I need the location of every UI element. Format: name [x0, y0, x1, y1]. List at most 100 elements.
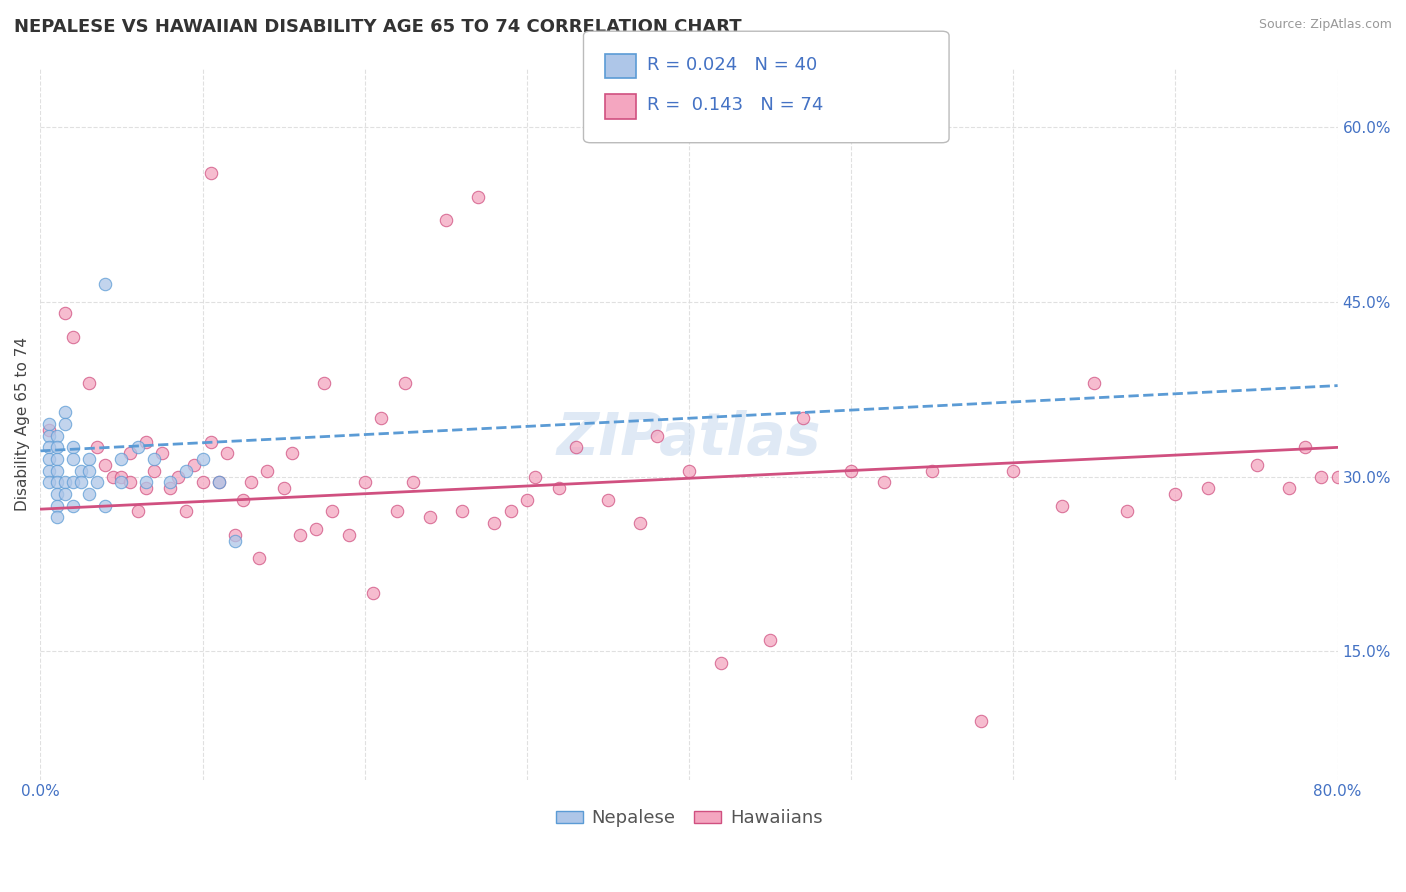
Point	[191, 475, 214, 490]
Point	[45, 475, 67, 490]
Point	[467, 190, 489, 204]
Point	[1164, 487, 1187, 501]
Point	[434, 213, 457, 227]
Point	[394, 376, 416, 391]
Point	[53, 405, 76, 419]
Point	[118, 446, 141, 460]
Point	[224, 533, 246, 548]
Point	[77, 464, 100, 478]
Point	[1050, 499, 1073, 513]
Point	[678, 464, 700, 478]
Point	[1083, 376, 1105, 391]
Point	[224, 528, 246, 542]
Point	[110, 469, 132, 483]
Point	[419, 510, 441, 524]
Point	[77, 376, 100, 391]
Point	[118, 475, 141, 490]
Point	[385, 504, 408, 518]
Point	[645, 428, 668, 442]
Point	[596, 492, 619, 507]
Point	[53, 306, 76, 320]
Point	[135, 434, 157, 449]
Point	[110, 475, 132, 490]
Point	[142, 464, 165, 478]
Point	[176, 464, 198, 478]
Point	[564, 441, 586, 455]
Point	[45, 452, 67, 467]
Point	[1002, 464, 1025, 478]
Point	[38, 417, 60, 431]
Point	[38, 452, 60, 467]
Point	[839, 464, 862, 478]
Point	[127, 441, 149, 455]
Point	[86, 475, 108, 490]
Point	[176, 504, 198, 518]
Point	[62, 499, 84, 513]
Point	[45, 464, 67, 478]
Text: R =  0.143   N = 74: R = 0.143 N = 74	[647, 96, 823, 114]
Point	[402, 475, 425, 490]
Point	[150, 446, 173, 460]
Point	[200, 166, 222, 180]
Point	[77, 487, 100, 501]
Point	[1310, 469, 1333, 483]
Point	[53, 475, 76, 490]
Point	[281, 446, 304, 460]
Point	[921, 464, 943, 478]
Point	[142, 452, 165, 467]
Point	[370, 411, 392, 425]
Point	[110, 452, 132, 467]
Point	[353, 475, 375, 490]
Point	[135, 481, 157, 495]
Legend: Nepalese, Hawaiians: Nepalese, Hawaiians	[548, 802, 830, 835]
Point	[86, 441, 108, 455]
Point	[215, 446, 238, 460]
Point	[361, 586, 384, 600]
Point	[256, 464, 278, 478]
Point	[70, 464, 93, 478]
Point	[232, 492, 254, 507]
Point	[1246, 458, 1268, 472]
Point	[516, 492, 538, 507]
Point	[94, 277, 117, 292]
Point	[208, 475, 231, 490]
Point	[314, 376, 336, 391]
Point	[45, 428, 67, 442]
Point	[167, 469, 190, 483]
Point	[45, 487, 67, 501]
Point	[288, 528, 311, 542]
Point	[62, 441, 84, 455]
Point	[38, 475, 60, 490]
Point	[77, 452, 100, 467]
Point	[38, 464, 60, 478]
Point	[53, 487, 76, 501]
Point	[451, 504, 474, 518]
Point	[45, 441, 67, 455]
Point	[62, 475, 84, 490]
Point	[38, 428, 60, 442]
Text: Source: ZipAtlas.com: Source: ZipAtlas.com	[1258, 18, 1392, 31]
Point	[94, 499, 117, 513]
Point	[1326, 469, 1348, 483]
Point	[183, 458, 205, 472]
Point	[970, 714, 993, 729]
Point	[45, 499, 67, 513]
Point	[200, 434, 222, 449]
Point	[127, 504, 149, 518]
Point	[628, 516, 651, 530]
Y-axis label: Disability Age 65 to 74: Disability Age 65 to 74	[15, 337, 30, 511]
Point	[53, 417, 76, 431]
Point	[305, 522, 328, 536]
Point	[38, 423, 60, 437]
Point	[240, 475, 263, 490]
Point	[710, 656, 733, 670]
Point	[70, 475, 93, 490]
Point	[159, 475, 181, 490]
Text: R = 0.024   N = 40: R = 0.024 N = 40	[647, 56, 817, 74]
Point	[208, 475, 231, 490]
Point	[1197, 481, 1219, 495]
Point	[247, 551, 270, 566]
Point	[484, 516, 506, 530]
Point	[792, 411, 814, 425]
Point	[523, 469, 546, 483]
